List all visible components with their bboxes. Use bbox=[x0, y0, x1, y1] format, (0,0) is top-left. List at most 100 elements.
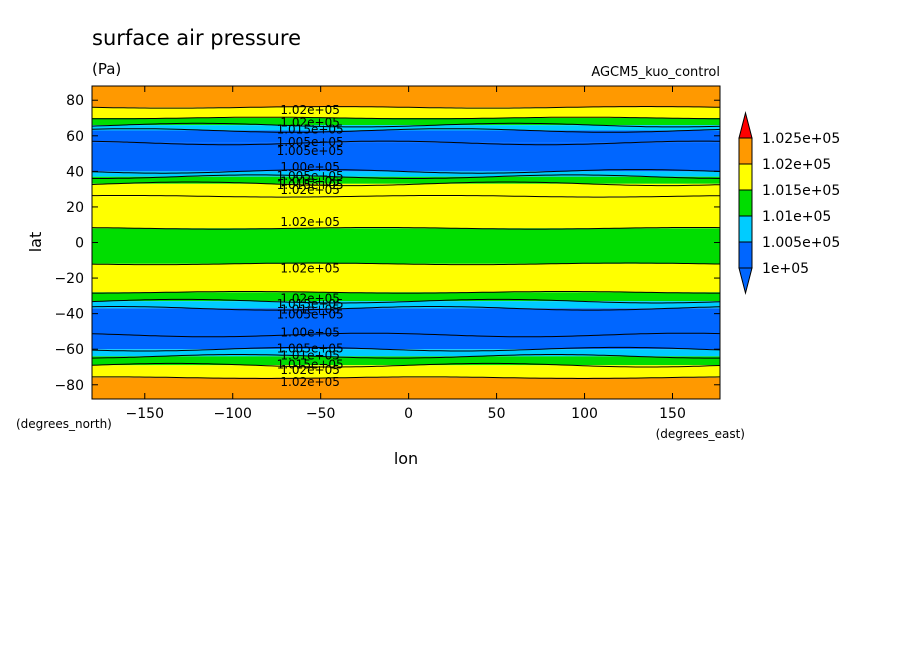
contour-line bbox=[92, 174, 721, 179]
colorbar-box bbox=[738, 163, 753, 191]
y-tick-label: −20 bbox=[54, 271, 84, 287]
contour-band bbox=[92, 176, 720, 184]
contour-bands bbox=[92, 86, 720, 399]
contour-line bbox=[91, 306, 721, 311]
y-tick-label: −80 bbox=[54, 378, 84, 394]
contour-band bbox=[92, 118, 720, 126]
contour-lines bbox=[91, 106, 721, 379]
contour-band bbox=[92, 107, 720, 119]
contour-line bbox=[91, 362, 721, 368]
contour-label: 1.015e+05 bbox=[277, 178, 344, 192]
contour-band bbox=[92, 171, 720, 177]
x-tick-label: −100 bbox=[214, 406, 252, 422]
contour-band bbox=[92, 365, 720, 378]
y-axis: −80 −60 −40 −20 0 20 40 60 80 bbox=[54, 93, 720, 394]
contour-line bbox=[92, 291, 720, 294]
y-tick-label: 80 bbox=[66, 93, 84, 109]
contour-band bbox=[92, 142, 720, 172]
contour-line bbox=[91, 298, 721, 304]
contour-band bbox=[92, 308, 720, 335]
contour-labels: 1.02e+051.02e+051.015e+051.005e+051.005e… bbox=[277, 103, 344, 389]
contour-band bbox=[92, 125, 720, 131]
y-axis-label: lat bbox=[26, 232, 45, 253]
contour-band bbox=[92, 228, 720, 264]
colorbar-label: 1.025e+05 bbox=[762, 131, 840, 147]
x-unit-label: (degrees_east) bbox=[656, 427, 745, 441]
units-label: (Pa) bbox=[92, 60, 121, 78]
x-tick-label: 0 bbox=[404, 406, 413, 422]
contour-label: 1.00e+05 bbox=[280, 160, 339, 174]
colorbar-label: 1e+05 bbox=[762, 261, 809, 277]
contour-label: 1.02e+05 bbox=[280, 363, 339, 377]
contour-band bbox=[92, 334, 720, 350]
contour-line bbox=[91, 128, 721, 133]
contour-label: 1.005e+05 bbox=[277, 169, 344, 183]
contour-label: 1.00e+05 bbox=[280, 325, 339, 339]
colorbar-box bbox=[738, 137, 753, 165]
contour-band bbox=[92, 263, 720, 293]
contour-band bbox=[92, 196, 720, 229]
x-tick-label: 100 bbox=[571, 406, 598, 422]
contour-label: 1.015e+05 bbox=[277, 123, 344, 137]
contour-label: 1.02e+05 bbox=[280, 103, 339, 117]
y-unit-label: (degrees_north) bbox=[16, 417, 112, 431]
contour-label: 1.005e+05 bbox=[277, 144, 344, 158]
colorbar-box bbox=[738, 189, 753, 217]
contour-label: 1.015e+05 bbox=[277, 297, 344, 311]
contour-label: 1.02e+05 bbox=[280, 292, 339, 306]
y-tick-label: 20 bbox=[66, 200, 84, 216]
contour-band bbox=[92, 130, 720, 143]
contour-band bbox=[92, 86, 720, 108]
colorbar-label: 1.02e+05 bbox=[762, 157, 831, 173]
x-tick-label: −50 bbox=[306, 406, 336, 422]
contour-label: 1.01e+05 bbox=[280, 349, 339, 363]
contour-line bbox=[92, 195, 720, 198]
x-tick-label: −150 bbox=[126, 406, 164, 422]
colorbar-box bbox=[738, 241, 753, 269]
contour-line bbox=[91, 332, 721, 338]
y-tick-label: 0 bbox=[75, 236, 84, 252]
contour-label: 1.02e+05 bbox=[280, 215, 339, 229]
contour-line bbox=[91, 181, 721, 187]
colorbar: 1.025e+05 1.02e+05 1.015e+05 1.01e+05 1.005e… bbox=[738, 111, 840, 295]
contour-band bbox=[92, 301, 720, 309]
contour-label: 1.01e+05 bbox=[280, 302, 339, 316]
contour-band bbox=[92, 183, 720, 197]
contour-line bbox=[91, 354, 720, 359]
contour-label: 1.005e+05 bbox=[277, 308, 344, 322]
contour-label: 1.01e+05 bbox=[280, 174, 339, 188]
x-axis-label: lon bbox=[394, 449, 418, 468]
y-tick-label: −60 bbox=[54, 342, 84, 358]
colorbar-label: 1.015e+05 bbox=[762, 183, 840, 199]
contour-line bbox=[91, 106, 721, 109]
dataset-label: AGCM5_kuo_control bbox=[591, 65, 720, 80]
contour-band bbox=[92, 292, 720, 302]
contour-line bbox=[91, 346, 721, 352]
contour-label: 1.005e+05 bbox=[277, 135, 344, 149]
x-axis: −150 −100 −50 0 50 100 150 bbox=[126, 86, 686, 422]
x-tick-label: 50 bbox=[488, 406, 506, 422]
contour-line bbox=[91, 262, 720, 266]
contour-label: 1.02e+05 bbox=[280, 261, 339, 275]
colorbar-under-triangle bbox=[738, 267, 753, 295]
contour-line bbox=[91, 140, 720, 146]
y-tick-label: 40 bbox=[66, 164, 84, 180]
contour-line bbox=[92, 376, 721, 379]
y-tick-label: −40 bbox=[54, 307, 84, 323]
chart-title: surface air pressure bbox=[92, 26, 301, 50]
colorbar-label: 1.005e+05 bbox=[762, 235, 840, 251]
colorbar-box bbox=[738, 215, 753, 243]
x-tick-label: 150 bbox=[659, 406, 686, 422]
contour-band bbox=[92, 349, 720, 357]
contour-line bbox=[91, 122, 721, 128]
contour-label: 1.02e+05 bbox=[280, 183, 339, 197]
contour-label: 1.02e+05 bbox=[280, 375, 339, 389]
y-tick-label: 60 bbox=[66, 129, 84, 145]
contour-label: 1.005e+05 bbox=[277, 341, 344, 355]
colorbar-label: 1.01e+05 bbox=[762, 209, 831, 225]
contour-label: 1.015e+05 bbox=[277, 357, 344, 371]
colorbar-over-triangle bbox=[738, 111, 753, 139]
contour-label: 1.02e+05 bbox=[280, 116, 339, 130]
contour-line bbox=[91, 227, 721, 230]
